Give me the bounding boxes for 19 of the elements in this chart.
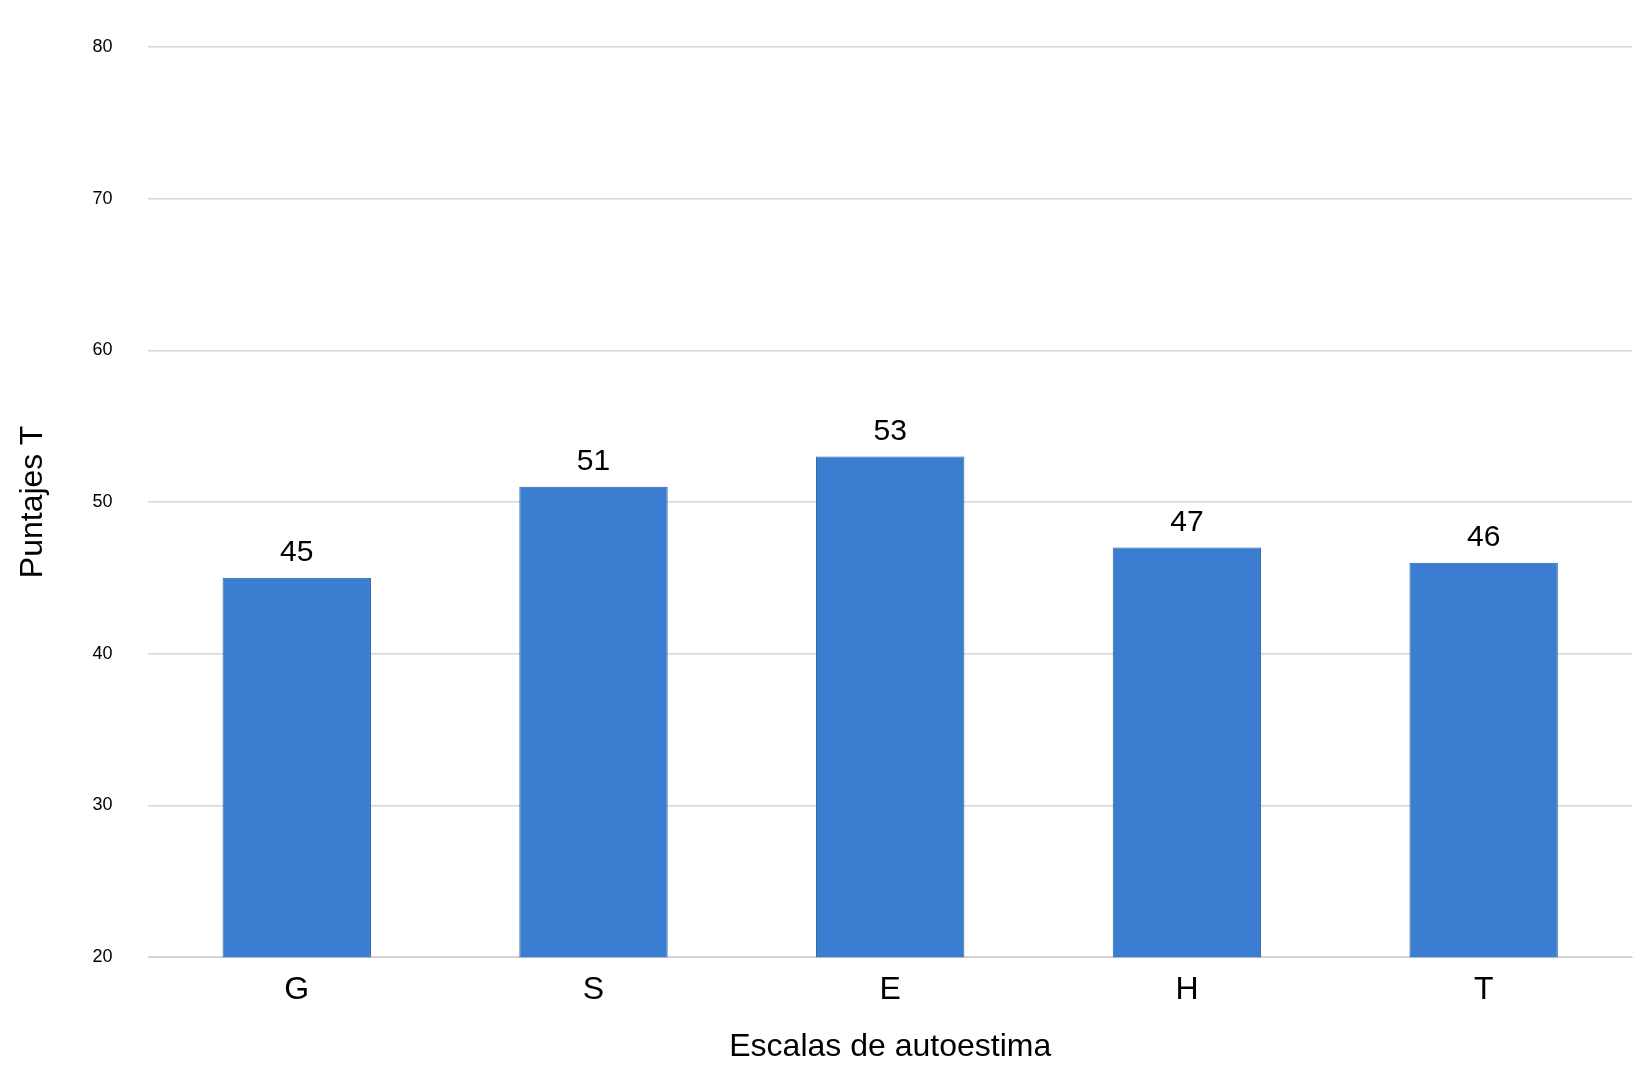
data-label: 47 [1170, 503, 1204, 537]
x-tick-label: S [582, 970, 605, 1007]
x-axis-title: Escalas de autoestima [729, 1026, 1052, 1063]
y-tick-label: 40 [92, 642, 113, 663]
x-tick-label: G [284, 970, 310, 1007]
data-label: 51 [576, 443, 611, 477]
y-tick-label: 50 [92, 490, 113, 511]
data-label: 46 [1466, 518, 1501, 552]
x-tick-label: E [879, 970, 901, 1007]
y-axis-title: Puntajes T [13, 425, 50, 579]
x-tick-label: T [1473, 970, 1494, 1007]
data-label: 45 [280, 534, 314, 568]
data-label: 53 [873, 412, 907, 446]
y-tick-label: 60 [92, 339, 113, 360]
y-tick-label: 30 [92, 794, 113, 815]
y-tick-label: 80 [92, 35, 113, 56]
y-tick-label: 20 [92, 946, 113, 967]
y-tick-label: 70 [92, 187, 113, 208]
x-tick-label: H [1175, 970, 1199, 1007]
